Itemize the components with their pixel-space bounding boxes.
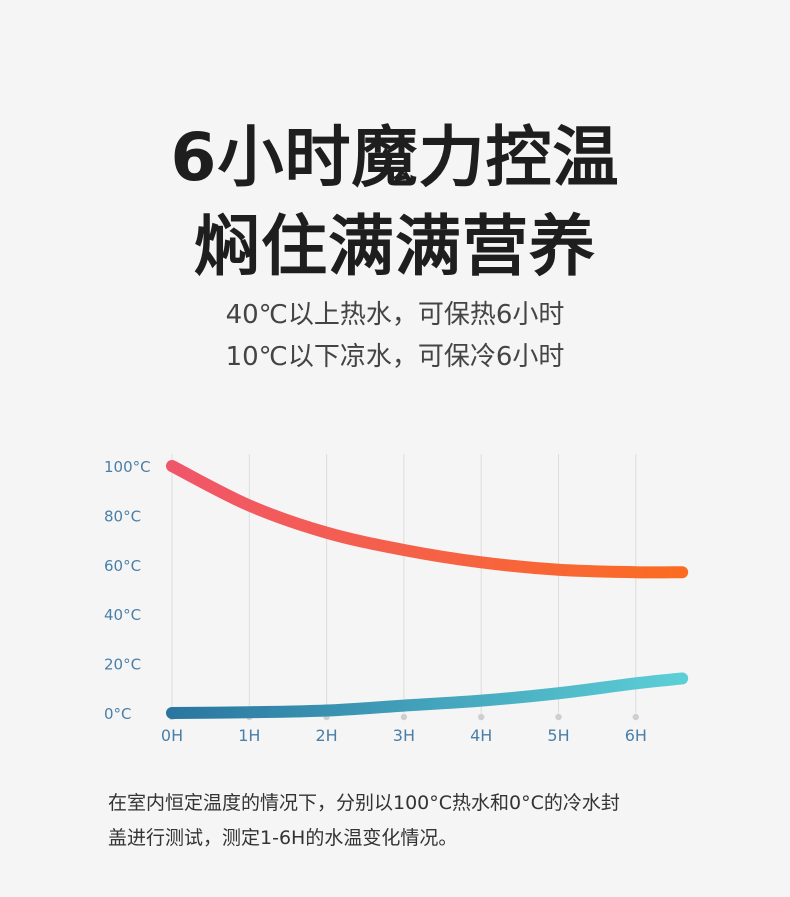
x-tick-label: 0H <box>161 726 183 745</box>
x-tick-label: 5H <box>547 726 569 745</box>
cold-water-curve <box>166 672 689 719</box>
y-tick-label: 60°C <box>104 557 141 575</box>
y-tick-label: 0°C <box>104 705 132 723</box>
footnote-line-2: 盖进行测试，测定1-6H的水温变化情况。 <box>108 827 458 849</box>
subtitle-line-1: 40℃以上热水，可保热6小时 <box>225 300 565 330</box>
x-tick-label: 2H <box>315 726 337 745</box>
y-tick-label: 20°C <box>104 656 141 674</box>
axis-dot <box>555 713 562 721</box>
axis-dot <box>400 713 408 721</box>
footnote-line-1: 在室内恒定温度的情况下，分别以100°C热水和0°C的冷水封 <box>108 792 620 814</box>
hot-water-curve <box>166 460 689 579</box>
axis-dot <box>632 713 639 721</box>
axis-dot <box>478 713 485 721</box>
subtitle-line-2: 10℃以下凉水，可保冷6小时 <box>225 342 565 372</box>
headline-line-1: 6小时魔力控温 <box>170 119 620 196</box>
x-tick-label: 6H <box>625 726 647 745</box>
y-tick-label: 100°C <box>104 458 151 476</box>
x-tick-label: 4H <box>470 726 492 745</box>
y-tick-label: 80°C <box>104 507 141 525</box>
headline-line-2: 焖住满满营养 <box>194 208 596 285</box>
temperature-chart: 0H 1H 2H 3H 4H 5H 6H 0°C 20°C 40°C 60°C 80°C 100°C <box>104 454 689 745</box>
x-tick-label: 3H <box>393 726 415 745</box>
y-tick-label: 40°C <box>104 606 141 624</box>
x-tick-label: 1H <box>238 726 260 745</box>
